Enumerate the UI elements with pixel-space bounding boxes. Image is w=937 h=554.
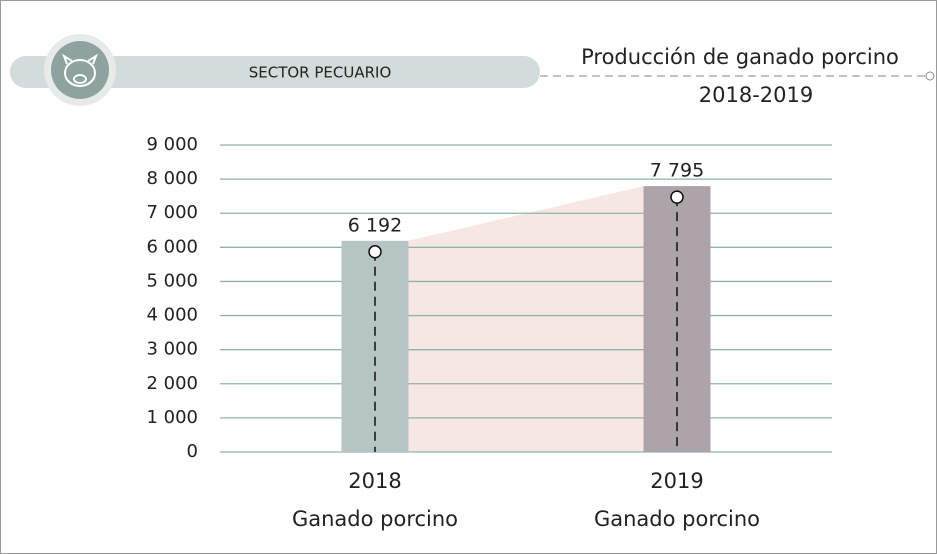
trend-area	[408, 186, 644, 452]
chart-title: Producción de ganado porcino	[581, 45, 899, 69]
y-tick-label: 5 000	[146, 270, 198, 291]
y-tick-label: 6 000	[146, 236, 198, 257]
y-tick-label: 8 000	[146, 168, 198, 189]
x-tick-sublabel: Ganado porcino	[292, 507, 458, 531]
y-tick-label: 7 000	[146, 202, 198, 223]
value-label: 7 795	[650, 160, 704, 182]
x-tick-label: 2019	[650, 469, 703, 493]
value-label: 6 192	[348, 214, 402, 236]
value-marker	[670, 190, 684, 204]
y-tick-label: 3 000	[146, 339, 198, 360]
pig-icon	[62, 53, 98, 87]
y-tick-label: 0	[187, 441, 198, 462]
x-tick-label: 2018	[348, 469, 401, 493]
value-marker	[368, 245, 382, 259]
chart-subtitle: 2018-2019	[699, 83, 813, 107]
y-tick-label: 1 000	[146, 407, 198, 428]
y-tick-label: 9 000	[146, 134, 198, 155]
header-banner	[10, 56, 540, 88]
y-tick-label: 4 000	[146, 305, 198, 326]
x-tick-sublabel: Ganado porcino	[594, 507, 760, 531]
y-tick-label: 2 000	[146, 373, 198, 394]
header-label: SECTOR PECUARIO	[249, 64, 392, 82]
icon-circle	[51, 41, 109, 99]
title-rule-end	[925, 71, 935, 81]
